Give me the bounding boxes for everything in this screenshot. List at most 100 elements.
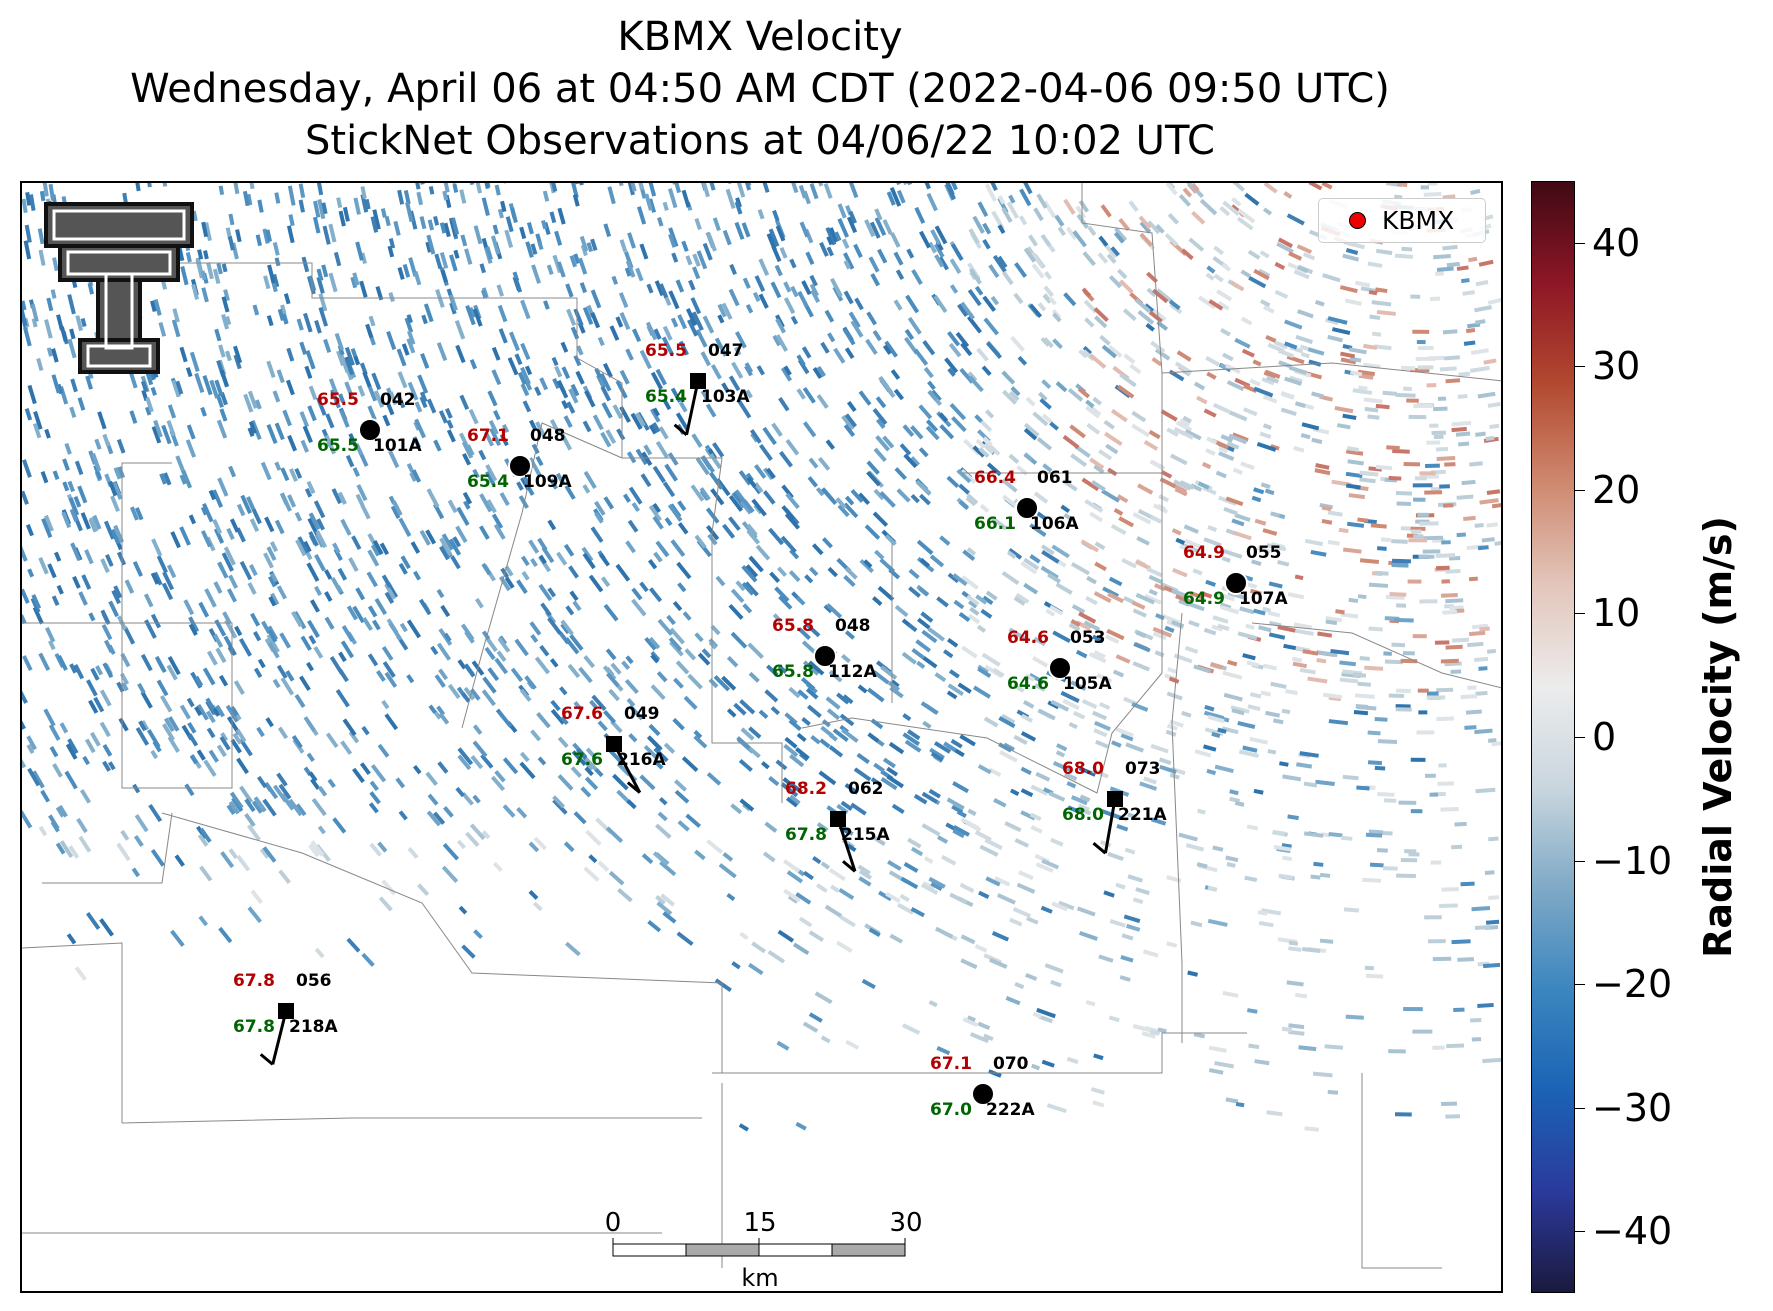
station-circle-marker[interactable] [1015,496,1039,520]
station-circle-marker[interactable] [1048,656,1072,680]
station-temperature: 68.0 [1062,759,1104,779]
station-wind-direction: 062 [848,779,884,799]
station-wind-direction: 061 [1037,468,1073,488]
radar-velocity-field [22,183,1501,1269]
county-boundary [1161,362,1501,382]
county-boundary [42,812,173,884]
colorbar-tick [1575,489,1585,491]
colorbar-tick-label: 40 [1592,220,1641,265]
radar-site-marker-icon [1349,212,1366,229]
colorbar-tick [1575,737,1585,738]
station-id: 105A [1063,674,1112,694]
station-id: 222A [986,1100,1035,1120]
colorbar-tick-label: 20 [1592,467,1641,512]
station-id: 107A [1239,589,1288,609]
station-temperature: 64.6 [1007,628,1049,648]
wind-barb-flag [626,781,641,794]
station-dewpoint: 65.8 [772,662,814,682]
station-dewpoint: 65.5 [317,436,359,456]
map-datetime: Wednesday, April 06 at 04:50 AM CDT (202… [130,66,1390,112]
scale-label-30: 30 [889,1208,923,1238]
texas-tech-logo [44,202,194,374]
station-temperature: 64.9 [1183,543,1225,563]
county-boundary [161,812,723,1073]
map-title: KBMX Velocity [617,14,903,60]
colorbar-tick [1575,1231,1585,1233]
station-wind-direction: 070 [993,1054,1029,1074]
station-id: 101A [373,436,422,456]
wind-barb-flag [1092,842,1107,855]
colorbar-tick [1575,1107,1585,1109]
station-wind-direction: 056 [296,971,332,991]
station-id: 216A [617,750,666,770]
wind-barb-staff [1103,798,1117,854]
station-circle-marker[interactable] [358,418,382,442]
colorbar-tick-label: 10 [1592,591,1641,636]
station-temperature: 67.6 [561,704,603,724]
station-temperature: 67.8 [233,971,275,991]
station-dewpoint: 67.0 [930,1100,972,1120]
station-dewpoint: 68.0 [1062,805,1104,825]
station-id: 215A [841,825,890,845]
colorbar-tick-label: −10 [1592,838,1673,883]
station-temperature: 67.1 [467,426,509,446]
county-boundary [1171,612,1183,1043]
station-dewpoint: 65.4 [645,387,687,407]
station-circle-marker[interactable] [508,454,532,478]
station-dewpoint: 64.6 [1007,674,1049,694]
station-wind-direction: 049 [624,704,660,724]
colorbar-tick-label: −20 [1592,962,1673,1007]
county-boundary [22,942,123,1123]
station-temperature: 67.1 [930,1054,972,1074]
colorbar-tick [1575,984,1585,986]
county-boundary [712,1032,1247,1074]
scale-bar [612,1238,906,1257]
county-boundary [622,457,783,803]
station-dewpoint: 65.4 [467,472,509,492]
wind-barb-flag [842,860,856,873]
county-boundary [801,672,1163,794]
station-id: 218A [289,1017,338,1037]
station-id: 109A [523,472,572,492]
colorbar-tick [1575,242,1585,244]
colorbar-tick [1575,860,1585,862]
wind-barb-staff [271,1010,288,1065]
station-dewpoint: 64.9 [1183,589,1225,609]
station-wind-direction: 048 [530,426,566,446]
station-wind-direction: 053 [1070,628,1106,648]
scale-unit: km [741,1264,779,1292]
station-dewpoint: 67.8 [785,825,827,845]
colorbar [1531,181,1575,1293]
legend-label: KBMX [1382,206,1455,235]
station-dewpoint: 67.8 [233,1017,275,1037]
station-dewpoint: 66.1 [974,514,1016,534]
scale-label-0: 0 [604,1208,622,1238]
station-circle-marker[interactable] [971,1082,995,1106]
county-boundary [172,262,623,458]
station-circle-marker[interactable] [1224,571,1248,595]
colorbar-tick-label: −30 [1592,1085,1673,1130]
map-legend: KBMX [1318,198,1486,243]
station-temperature: 65.5 [645,341,687,361]
station-temperature: 66.4 [974,468,1016,488]
radar-map[interactable] [20,181,1503,1293]
colorbar-tick [1575,613,1585,615]
county-boundary [22,462,233,789]
colorbar-tick-label: 0 [1592,715,1617,759]
county-boundary [121,1117,702,1124]
county-boundary [1251,622,1501,689]
wind-barb-staff [836,818,857,872]
station-id: 103A [701,387,750,407]
wind-barb-flag [259,1053,274,1066]
station-id: 221A [1118,805,1167,825]
station-id: 106A [1030,514,1079,534]
station-circle-marker[interactable] [813,644,837,668]
county-boundary [1361,1073,1442,1269]
station-wind-direction: 047 [708,341,744,361]
wind-barb-flag [673,423,688,436]
scale-label-15: 15 [743,1208,777,1238]
colorbar-tick [1575,366,1585,368]
station-wind-direction: 048 [835,616,871,636]
station-dewpoint: 67.6 [561,750,603,770]
